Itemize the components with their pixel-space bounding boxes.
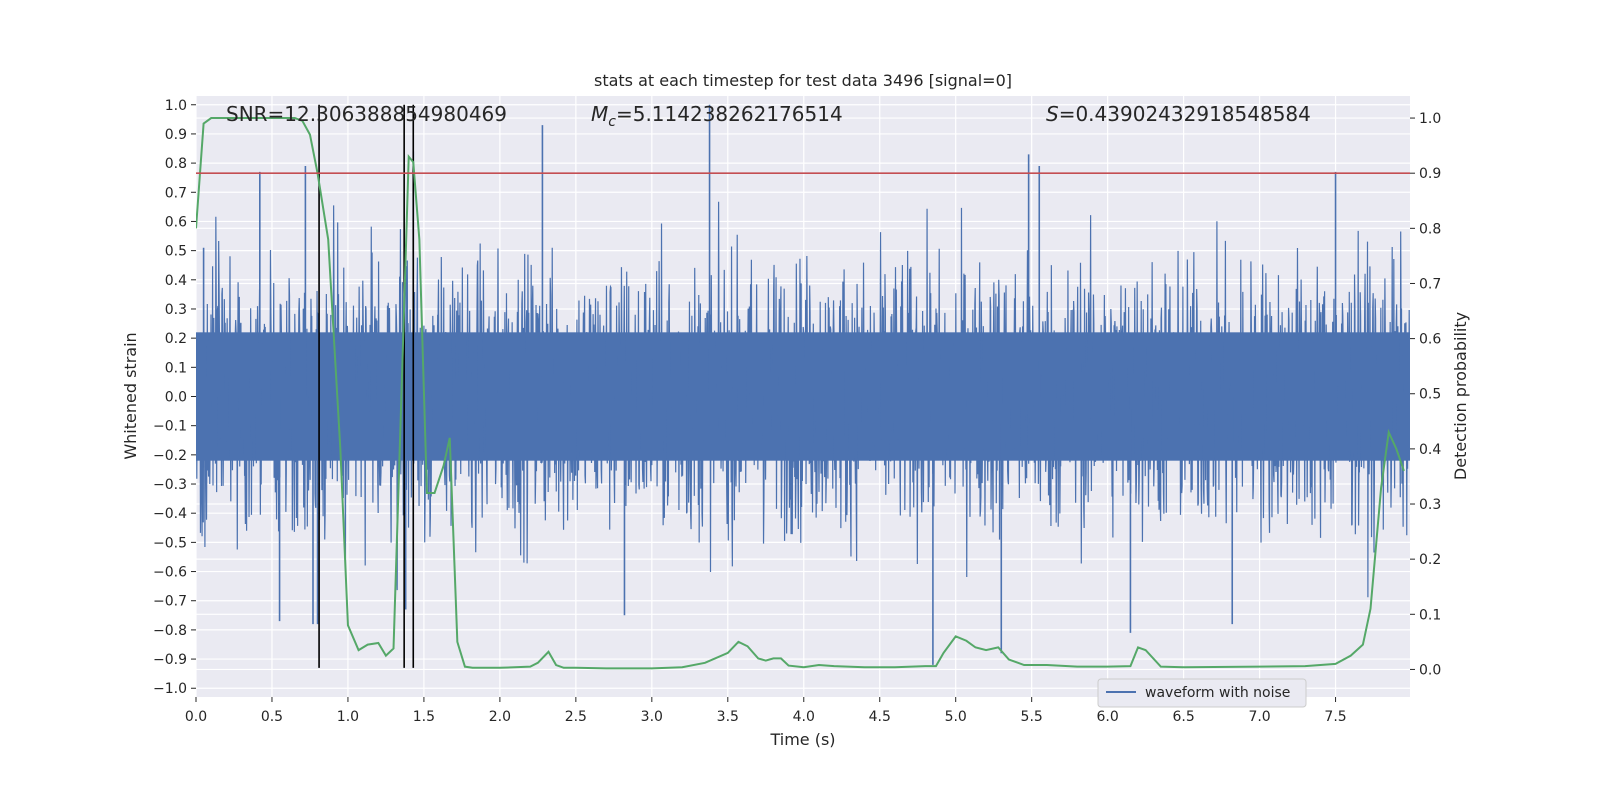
left-tick-label: 0.9: [165, 127, 187, 143]
s-annotation: S=0.43902432918548584: [1046, 102, 1311, 126]
left-tick-label: −0.1: [153, 419, 187, 435]
right-tick-label: 0.3: [1419, 497, 1441, 513]
left-axis-label: Whitened strain: [121, 332, 140, 459]
left-tick-label: 1.0: [165, 98, 187, 114]
right-axis-ticks: 0.0 0.1 0.2 0.3 0.4 0.5 0.6 0.7 0.8 0.9 1.0: [1410, 111, 1441, 678]
left-tick-label: 0.0: [165, 390, 187, 406]
left-tick-label: −0.9: [153, 652, 187, 668]
legend: waveform with noise: [1097, 678, 1307, 708]
x-axis-label: Time (s): [769, 730, 835, 749]
x-tick-label: 5.5: [1021, 709, 1043, 725]
legend-label: waveform with noise: [1145, 685, 1290, 701]
chirp-mass-annotation: Mc=5.114238262176514: [591, 102, 843, 130]
x-tick-label: 4.0: [793, 709, 815, 725]
right-tick-label: 0.8: [1419, 221, 1441, 237]
left-tick-label: 0.5: [165, 244, 187, 260]
left-tick-label: −0.3: [153, 477, 187, 493]
snr-annotation: SNR=12.306388854980469: [226, 102, 507, 126]
x-tick-label: 1.0: [337, 709, 359, 725]
left-tick-label: −0.6: [153, 565, 187, 581]
left-tick-label: −0.5: [153, 535, 187, 551]
x-tick-label: 1.5: [413, 709, 435, 725]
left-tick-label: 0.6: [165, 214, 187, 230]
right-tick-label: 0.9: [1419, 166, 1441, 182]
x-tick-label: 5.0: [945, 709, 967, 725]
left-tick-label: 0.4: [165, 273, 187, 289]
left-tick-label: 0.2: [165, 331, 187, 347]
chirp-mass-symbol: M: [591, 102, 608, 126]
right-tick-label: 0.2: [1419, 552, 1441, 568]
waveform-series: [196, 104, 1410, 665]
right-axis-label: Detection probability: [1451, 312, 1470, 480]
x-tick-label: 3.0: [641, 709, 663, 725]
right-tick-label: 0.1: [1419, 607, 1441, 623]
left-tick-label: −0.2: [153, 448, 187, 464]
probability-series: [196, 117, 1405, 670]
x-tick-label: 0.5: [261, 709, 283, 725]
x-tick-label: 7.0: [1248, 709, 1270, 725]
right-tick-label: 1.0: [1419, 111, 1441, 127]
right-tick-label: 0.7: [1419, 276, 1441, 292]
chirp-mass-value: =5.114238262176514: [616, 102, 843, 126]
right-tick-label: 0.5: [1419, 387, 1441, 403]
x-tick-label: 4.5: [869, 709, 891, 725]
left-tick-label: −0.7: [153, 594, 187, 610]
left-tick-label: −0.4: [153, 506, 187, 522]
x-tick-label: 7.5: [1324, 709, 1346, 725]
s-value: =0.43902432918548584: [1059, 102, 1311, 126]
left-tick-label: 0.1: [165, 360, 187, 376]
s-symbol: S: [1046, 102, 1059, 126]
chirp-mass-subscript: c: [608, 114, 616, 130]
left-axis-ticks: −1.0 −0.9 −0.8 −0.7 −0.6 −0.5 −0.4 −0.3 −0.2 −0.1…: [153, 98, 196, 697]
x-axis-ticks: 0.0 0.5 1.0 1.5 2.0 2.5 3.0 3.5 4.0 4.5 5.0 5.5 6.0 6…: [185, 697, 1347, 725]
right-tick-label: 0.6: [1419, 332, 1441, 348]
x-tick-label: 3.5: [717, 709, 739, 725]
left-tick-label: −1.0: [153, 681, 187, 697]
left-tick-label: 0.7: [165, 185, 187, 201]
right-tick-label: 0.4: [1419, 442, 1441, 458]
left-tick-label: 0.8: [165, 156, 187, 172]
right-tick-label: 0.0: [1419, 662, 1441, 678]
x-tick-label: 6.0: [1097, 709, 1119, 725]
vertical-markers: [318, 104, 415, 668]
x-tick-label: 6.5: [1172, 709, 1194, 725]
left-tick-label: −0.8: [153, 623, 187, 639]
chart-title: stats at each timestep for test data 349…: [594, 71, 1012, 90]
x-tick-label: 2.5: [565, 709, 587, 725]
detection-probability-line: [196, 117, 1405, 670]
x-tick-label: 2.0: [489, 709, 511, 725]
x-tick-label: 0.0: [185, 709, 207, 725]
left-tick-label: 0.3: [165, 302, 187, 318]
legend-box: [1097, 678, 1307, 708]
